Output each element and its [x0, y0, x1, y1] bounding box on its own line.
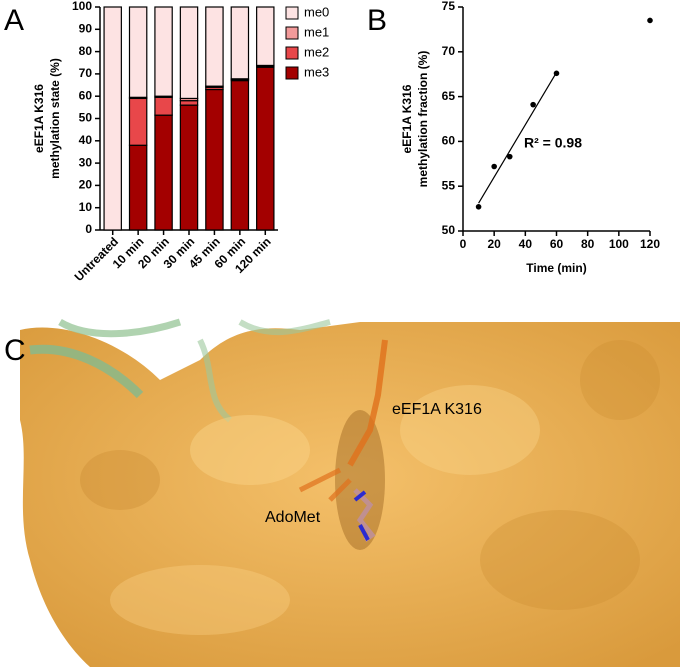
data-point: [530, 101, 536, 108]
bar-segment: [154, 114, 173, 231]
y-tick-label: 65: [442, 89, 456, 103]
y-axis-label-line: eEF1A K316: [32, 84, 46, 153]
image-label: eEF1A K316: [392, 401, 482, 418]
y-tick-label: 50: [79, 111, 93, 125]
y-tick-label: 40: [79, 133, 93, 147]
y-tick-label: 90: [79, 21, 93, 35]
x-tick-label: 120: [640, 237, 660, 251]
y-tick-label: 80: [79, 44, 93, 58]
structure-image: [20, 318, 680, 667]
panel-label: C: [4, 334, 26, 367]
y-axis-label-line: eEF1A K316: [400, 84, 414, 153]
panel-label: A: [4, 4, 24, 37]
data-point: [553, 70, 560, 77]
y-axis-label-line: methylation state (%): [48, 58, 62, 179]
y-tick-label: 50: [442, 223, 456, 237]
legend-label: me3: [304, 64, 329, 79]
annotation: R² = 0.98: [524, 135, 582, 151]
x-tick-label: 40: [519, 237, 533, 251]
data-point: [506, 153, 513, 160]
bar-segment: [128, 97, 148, 146]
bar-segment: [154, 6, 173, 97]
legend-swatch: [285, 46, 299, 60]
y-tick-label: 0: [85, 222, 92, 236]
bar-segment: [205, 6, 224, 87]
y-tick-label: 20: [79, 178, 93, 192]
legend-label: me1: [304, 24, 329, 39]
legend-swatch: [285, 6, 299, 20]
y-axis-label-line: methylation fraction (%): [416, 51, 430, 188]
fit-line: [478, 72, 558, 204]
bar-segment: [256, 66, 275, 231]
bar-segment: [128, 6, 148, 98]
data-point: [475, 204, 482, 210]
panel-label: B: [367, 4, 387, 37]
legend-swatch: [285, 26, 299, 40]
x-tick-label: 100: [609, 237, 629, 251]
y-tick-label: 10: [79, 200, 93, 214]
bar-segment: [205, 88, 224, 231]
data-point: [491, 163, 497, 170]
y-tick-label: 75: [442, 0, 456, 13]
legend-swatch: [285, 66, 299, 80]
legend-label: me2: [304, 44, 329, 59]
x-axis-label: Time (min): [526, 261, 586, 275]
y-axis-label: eEF1A K316 methylation fraction (%): [400, 51, 430, 188]
bar-segment: [128, 144, 148, 231]
y-tick-label: 60: [79, 88, 93, 102]
y-tick-label: 70: [79, 66, 93, 80]
bar-segment: [154, 96, 173, 116]
bar-segment: [230, 6, 250, 80]
x-tick-label: 60: [550, 237, 564, 251]
image-label: AdoMet: [265, 509, 321, 526]
y-tick-label: 60: [442, 134, 456, 148]
x-tick-label: 20: [487, 237, 501, 251]
bar-segment: [179, 6, 199, 100]
y-tick-label: 100: [72, 0, 92, 13]
y-tick-label: 30: [79, 155, 93, 169]
bar-segment: [256, 6, 275, 67]
y-tick-label: 55: [442, 178, 456, 192]
y-axis-label: eEF1A K316 methylation state (%): [32, 58, 62, 179]
bar-segment: [179, 104, 199, 231]
y-tick-label: 70: [442, 44, 456, 58]
legend-label: me0: [304, 4, 329, 19]
bar-segment: [179, 100, 199, 106]
data-point: [647, 17, 653, 24]
x-tick-label: 80: [581, 237, 595, 251]
x-tick-label: 0: [460, 237, 467, 251]
bar-segment: [103, 6, 122, 231]
bar-segment: [230, 79, 250, 231]
